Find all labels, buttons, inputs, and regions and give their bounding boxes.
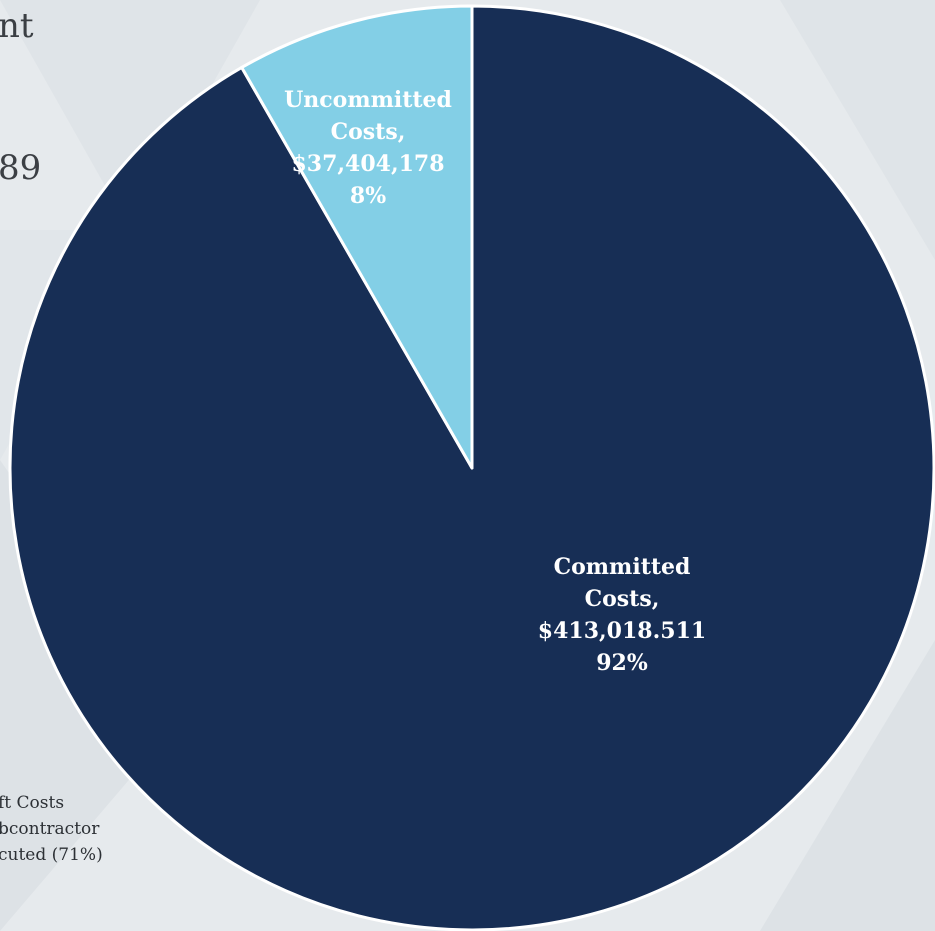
pie-label-line: $37,404,178 xyxy=(291,151,444,177)
pie-label-line: Uncommitted xyxy=(284,87,452,113)
pie-slice-uncommitted-costs xyxy=(240,4,474,470)
pie-label-line: Costs, xyxy=(331,119,406,145)
pie-label-line: Costs, xyxy=(585,586,660,612)
pie-label-line: 8% xyxy=(350,183,386,209)
pie-label-committed-costs: Committed Costs, $413,018.511 92% xyxy=(538,554,706,676)
pie-label-uncommitted-costs: Uncommitted Costs, $37,404,178 8% xyxy=(284,87,452,209)
background-note-line-1: ft Costs xyxy=(0,793,65,813)
background-note-line-2: bcontractor xyxy=(0,819,100,839)
pie-label-line: $413,018.511 xyxy=(538,618,706,644)
pie-label-line: 92% xyxy=(596,650,648,676)
background-note-line-3: cuted (71%) xyxy=(0,845,103,865)
background-heading-fragment: nt xyxy=(0,6,34,46)
background-number-fragment: 89 xyxy=(0,148,42,188)
pie-label-line: Committed xyxy=(554,554,691,580)
